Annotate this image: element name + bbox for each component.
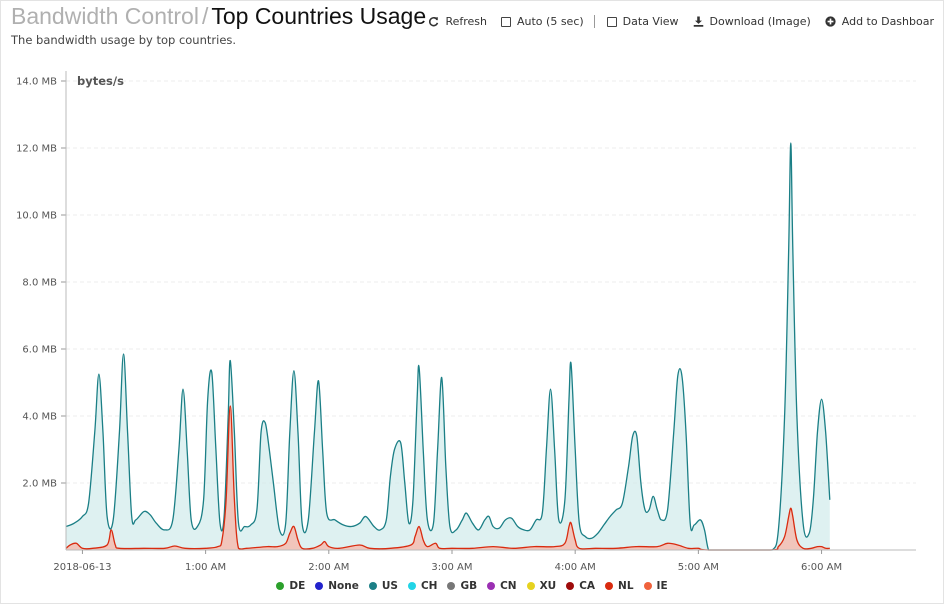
refresh-label: Refresh — [445, 15, 487, 28]
legend-label: XU — [539, 580, 557, 592]
chart-legend: DE None US CH GB CN XU CA NL IE — [0, 580, 944, 592]
add-to-dashboard-button[interactable]: Add to Dashboar — [825, 15, 934, 28]
x-tick-label: 1:00 AM — [185, 562, 226, 573]
x-tick-label: 3:00 AM — [431, 562, 472, 573]
legend-label: None — [328, 580, 359, 592]
y-tick-label: 2.0 MB — [22, 479, 57, 490]
legend-label: DE — [289, 580, 306, 592]
legend-dot-icon — [276, 582, 285, 590]
refresh-icon — [429, 16, 439, 27]
refresh-button[interactable]: Refresh — [428, 15, 487, 28]
page-title: Bandwidth Control / Top Countries Usage — [11, 3, 426, 30]
breadcrumb-current: Top Countries Usage — [211, 3, 427, 29]
toolbar-divider — [593, 15, 595, 28]
chart-series — [65, 142, 831, 551]
toolbar: Refresh Auto (5 sec) Data View Download … — [414, 15, 934, 28]
x-tick-label: 2:00 AM — [308, 562, 349, 573]
legend-dot-icon — [368, 582, 377, 590]
chart-axes: 2.0 MB 4.0 MB 6.0 MB 8.0 MB 10.0 MB 12.0 MB 14… — [16, 71, 916, 573]
auto-refresh-checkbox[interactable]: Auto (5 sec) — [501, 15, 584, 28]
legend-dot-icon — [407, 582, 416, 590]
auto-refresh-label: Auto (5 sec) — [517, 15, 584, 28]
breadcrumb-bandwidth-control[interactable]: Bandwidth Control — [11, 3, 199, 29]
legend-label: CH — [420, 580, 438, 592]
x-tick-label: 2018-06-13 — [53, 562, 111, 573]
legend-dot-icon — [605, 582, 614, 590]
y-tick-label: 10.0 MB — [16, 211, 57, 222]
legend-item-gb[interactable]: GB — [447, 580, 477, 592]
download-image-button[interactable]: Download (Image) — [693, 15, 811, 28]
x-tick-label: 4:00 AM — [555, 562, 596, 573]
data-view-checkbox[interactable]: Data View — [606, 15, 679, 28]
series-line-us — [65, 142, 831, 551]
y-tick-label: 8.0 MB — [22, 278, 57, 289]
legend-label: US — [381, 580, 398, 592]
add-to-dashboard-label: Add to Dashboar — [841, 15, 934, 28]
legend-dot-icon — [315, 582, 324, 590]
y-axis-unit: bytes/s — [77, 74, 124, 88]
data-view-label: Data View — [622, 15, 679, 28]
legend-label: IE — [656, 580, 668, 592]
legend-dot-icon — [526, 582, 535, 590]
series-area-us — [66, 143, 830, 550]
legend-label: CA — [579, 580, 596, 592]
legend-label: CN — [500, 580, 517, 592]
legend-dot-icon — [447, 582, 456, 590]
legend-item-none[interactable]: None — [315, 580, 359, 592]
legend-dot-icon — [643, 582, 652, 590]
x-tick-label: 5:00 AM — [678, 562, 719, 573]
download-icon — [693, 16, 703, 27]
legend-item-ie[interactable]: IE — [643, 580, 668, 592]
legend-label: NL — [618, 580, 634, 592]
download-label: Download (Image) — [709, 15, 811, 28]
legend-item-nl[interactable]: NL — [605, 580, 634, 592]
y-tick-label: 12.0 MB — [16, 144, 57, 155]
y-tick-label: 6.0 MB — [22, 345, 57, 356]
legend-item-ca[interactable]: CA — [566, 580, 595, 592]
legend-item-xu[interactable]: XU — [526, 580, 557, 592]
y-tick-label: 4.0 MB — [22, 412, 57, 423]
page-subtitle: The bandwidth usage by top countries. — [11, 33, 237, 47]
plus-circle-icon — [825, 16, 836, 27]
legend-dot-icon — [487, 582, 496, 590]
checkbox-icon — [606, 16, 617, 27]
breadcrumb-separator: / — [201, 3, 209, 29]
legend-item-de[interactable]: DE — [276, 580, 305, 592]
x-tick-label: 6:00 AM — [801, 562, 842, 573]
legend-dot-icon — [566, 582, 575, 590]
legend-item-us[interactable]: US — [368, 580, 398, 592]
legend-label: GB — [460, 580, 478, 592]
checkbox-icon — [501, 16, 511, 27]
legend-item-ch[interactable]: CH — [407, 580, 438, 592]
legend-item-cn[interactable]: CN — [487, 580, 517, 592]
y-tick-label: 14.0 MB — [16, 77, 57, 88]
